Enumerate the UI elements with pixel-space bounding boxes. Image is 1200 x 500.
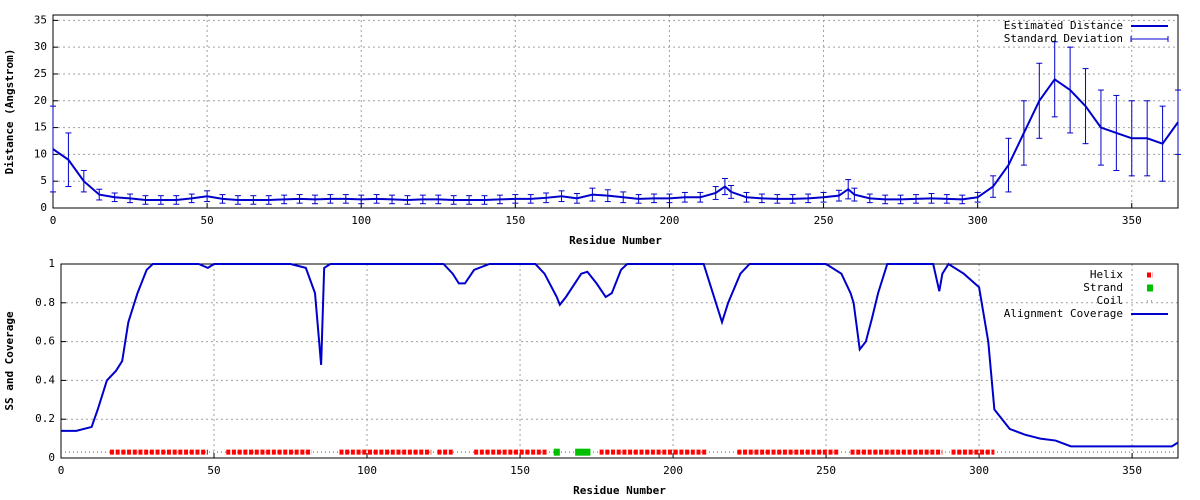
x-tick-label: 200	[660, 214, 680, 227]
y-tick-label: 10	[34, 147, 47, 160]
x-axis-label: Residue Number	[569, 234, 662, 247]
legend-label: Alignment Coverage	[1004, 307, 1123, 320]
legend-label: Estimated Distance	[1004, 19, 1123, 32]
y-tick-label: 0	[48, 451, 55, 464]
legend-label: Strand	[1083, 281, 1123, 294]
x-tick-label: 50	[200, 214, 213, 227]
x-tick-label: 300	[969, 464, 989, 477]
x-tick-label: 50	[207, 464, 220, 477]
legend-label: Coil	[1097, 294, 1124, 307]
x-tick-label: 0	[50, 214, 57, 227]
y-tick-label: 25	[34, 67, 47, 80]
y-tick-label: 0.6	[35, 335, 55, 348]
y-tick-label: 0.8	[35, 296, 55, 309]
x-tick-label: 100	[351, 214, 371, 227]
y-tick-label: 5	[40, 174, 47, 187]
x-tick-label: 250	[816, 464, 836, 477]
y-tick-label: 0	[40, 201, 47, 214]
x-tick-label: 250	[814, 214, 834, 227]
legend-label: Standard Deviation	[1004, 32, 1123, 45]
chart: 0 0.2 0.4 0.6 0.8 1 0 50 100 150 200 250 300 350 Resid…	[3, 257, 1179, 497]
y-tick-label: 15	[34, 121, 47, 134]
y-tick-label: 0.4	[35, 373, 55, 386]
plot-frame	[60, 263, 1179, 459]
x-tick-label: 100	[357, 464, 377, 477]
y-tick-label: 30	[34, 40, 47, 53]
x-tick-label: 150	[510, 464, 530, 477]
x-axis-label: Residue Number	[573, 484, 666, 497]
x-tick-label: 350	[1122, 214, 1142, 227]
x-tick-label: 150	[505, 214, 525, 227]
y-tick-label: 35	[34, 13, 47, 26]
x-tick-label: 300	[968, 214, 988, 227]
y-tick-label: 1	[48, 257, 55, 270]
y-tick-label: 20	[34, 94, 47, 107]
y-axis-label: Distance (Angstrom)	[3, 49, 16, 175]
data-line	[61, 262, 1179, 448]
x-tick-label: 350	[1122, 464, 1142, 477]
x-tick-label: 0	[58, 464, 65, 477]
data-line	[52, 77, 1179, 201]
y-axis-label: SS and Coverage	[3, 311, 16, 411]
x-tick-label: 200	[663, 464, 683, 477]
legend-label: Helix	[1090, 268, 1123, 281]
y-tick-label: 0.2	[35, 412, 55, 425]
